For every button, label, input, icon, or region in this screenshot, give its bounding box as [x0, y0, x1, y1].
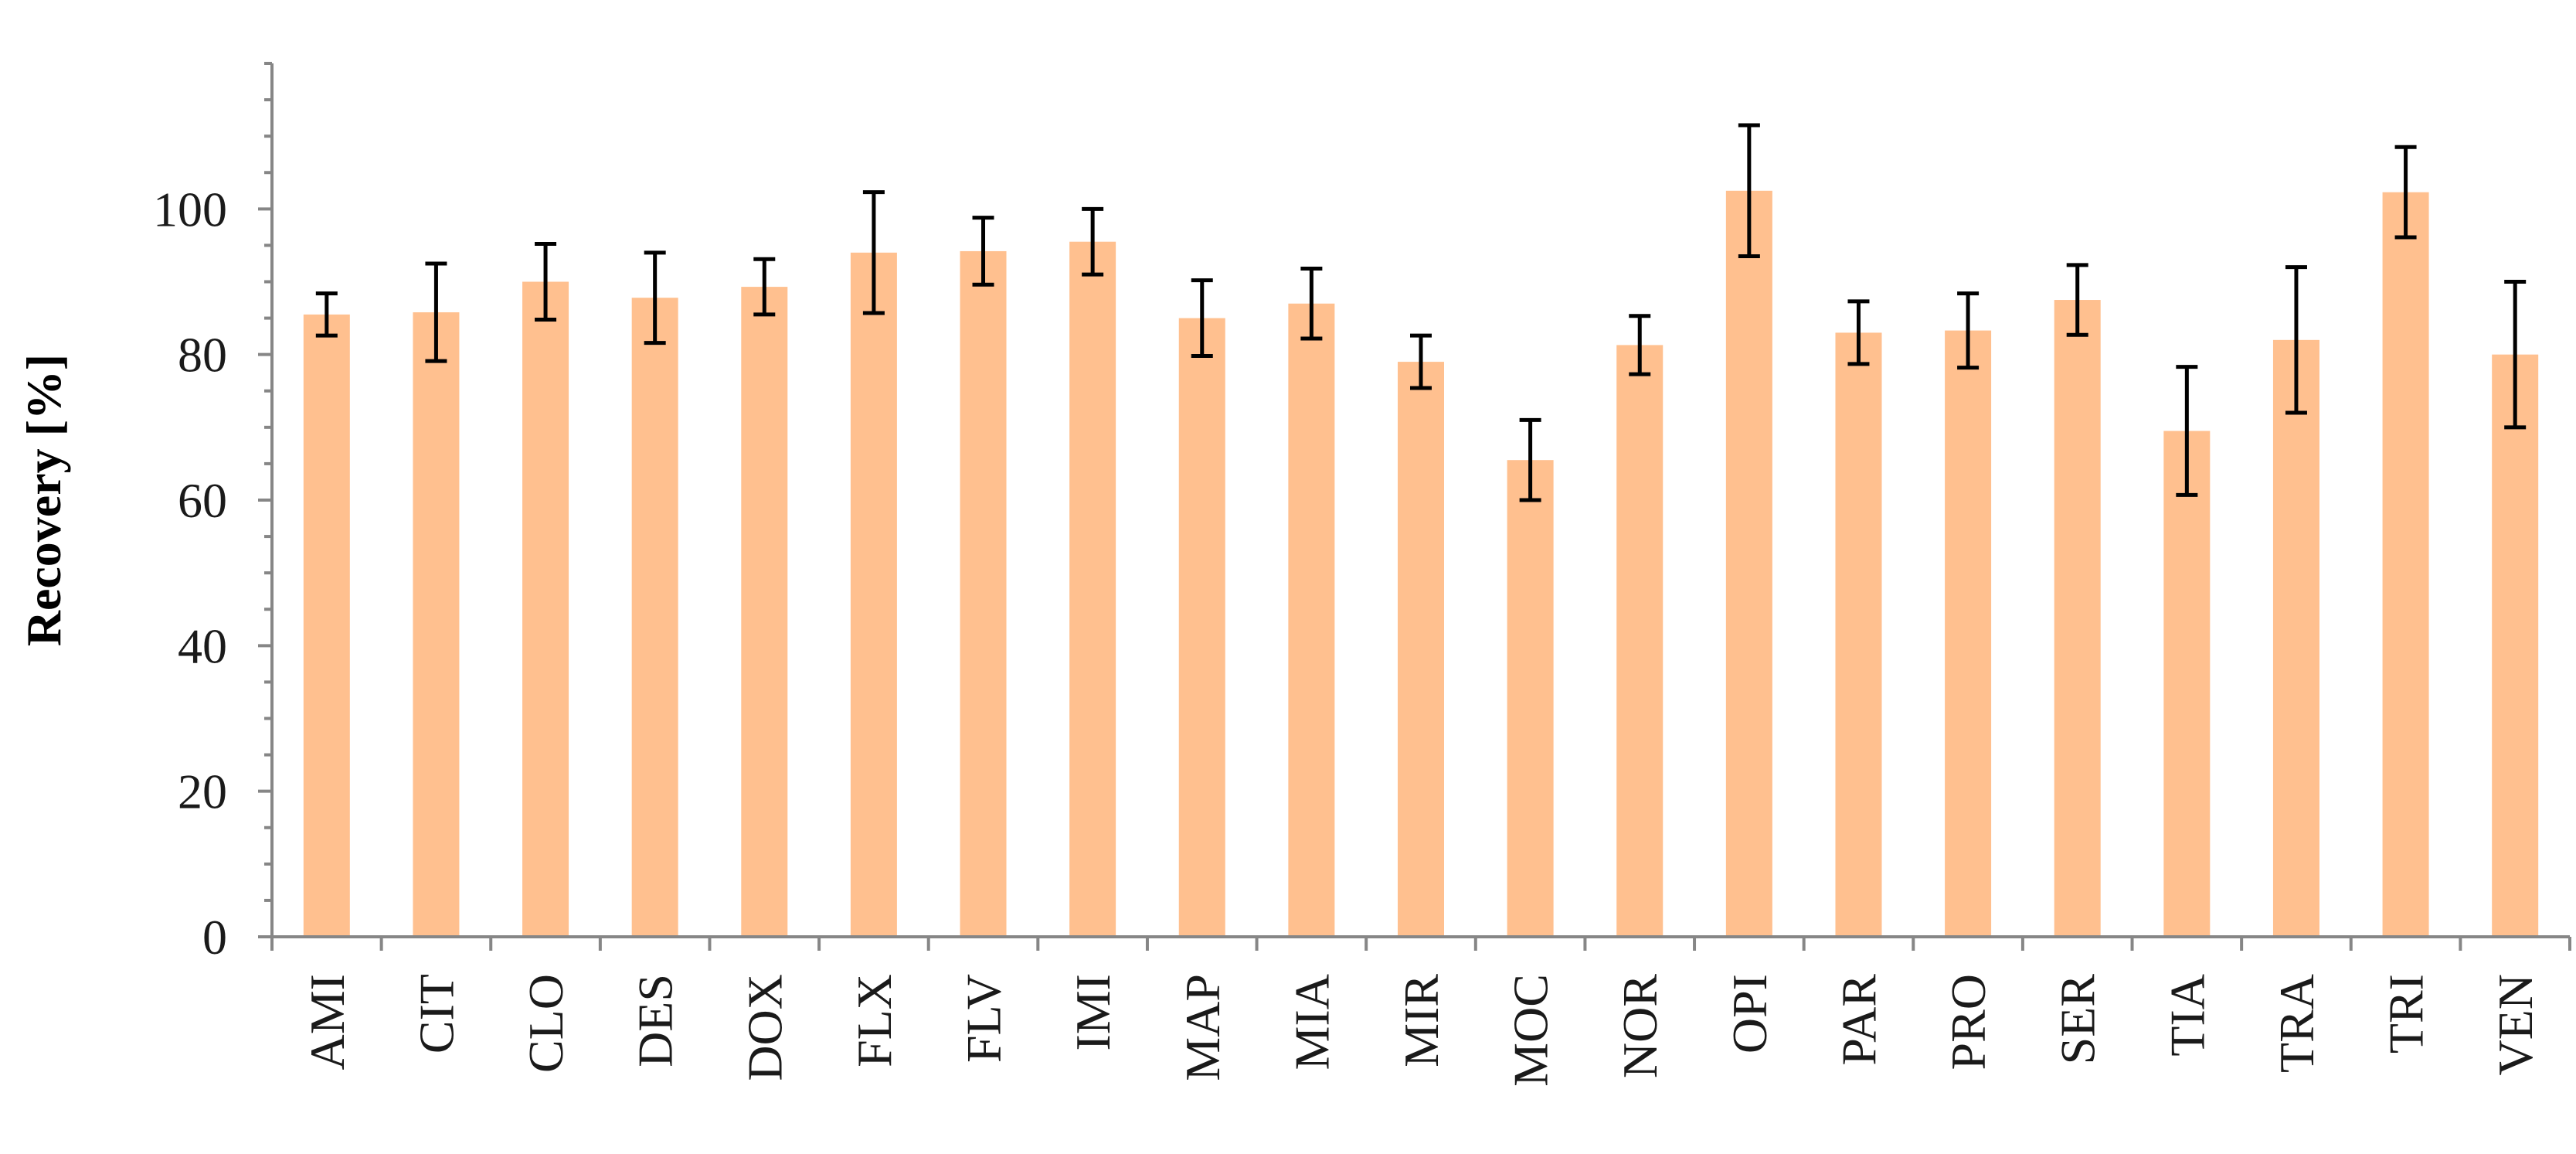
bar-clo: [522, 281, 569, 937]
x-tick-label-dox: DOX: [737, 974, 792, 1081]
error-bars-group: [315, 123, 2527, 502]
x-tick-label-opi: OPI: [1722, 974, 1777, 1054]
x-tick-label-mir: MIR: [1394, 974, 1449, 1067]
bar-dox: [741, 287, 788, 937]
x-tick-label-des: DES: [628, 974, 683, 1067]
bar-tri: [2382, 192, 2429, 938]
x-tick-label-flv: FLV: [957, 974, 1011, 1063]
y-tick-label: 60: [178, 473, 227, 528]
x-tick-label-tri: TRI: [2379, 974, 2434, 1054]
y-tick-label: 100: [153, 182, 227, 237]
bar-ven: [2492, 354, 2539, 938]
x-tick-label-map: MAP: [1175, 974, 1230, 1081]
bar-ser: [2054, 300, 2101, 938]
bar-mir: [1398, 362, 1444, 937]
x-tick-label-moc: MOC: [1504, 974, 1558, 1087]
bars-group: [303, 190, 2539, 938]
y-axis: 0 20 40 60 80 100: [153, 62, 274, 965]
bar-tra: [2272, 339, 2319, 937]
bar-flv: [960, 250, 1007, 937]
x-tick-label-par: PAR: [1831, 974, 1886, 1066]
y-tick-label: 80: [178, 328, 227, 383]
bar-opi: [1725, 190, 1772, 937]
bar-mia: [1288, 303, 1335, 937]
x-tick-label-ami: AMI: [300, 974, 355, 1070]
bar-pro: [1945, 330, 1992, 937]
x-axis: AMI CIT CLO DES DOX FLX FLV IMI MAP MIA MIR MOC NOR O…: [270, 935, 2571, 1087]
y-tick-label: 40: [178, 618, 227, 673]
bar-moc: [1507, 460, 1554, 937]
bar-nor: [1616, 345, 1664, 937]
x-tick-label-flx: FLX: [847, 974, 902, 1067]
bar-tia: [2163, 431, 2211, 937]
x-tick-label-pro: PRO: [1941, 974, 1996, 1071]
x-tick-label-ser: SER: [2051, 974, 2105, 1065]
bar-des: [631, 298, 678, 937]
x-tick-label-cit: CIT: [409, 974, 464, 1054]
y-axis-title: Recovery [%]: [16, 354, 71, 646]
x-tick-label-ven: VEN: [2488, 974, 2543, 1076]
bar-imi: [1069, 241, 1116, 937]
bar-cit: [413, 312, 460, 937]
bar-ami: [303, 314, 350, 937]
bar-par: [1835, 332, 1882, 938]
x-tick-label-tia: TIA: [2160, 974, 2214, 1057]
bar-map: [1178, 318, 1225, 937]
x-tick-label-imi: IMI: [1065, 974, 1120, 1051]
y-tick-label: 0: [202, 910, 227, 965]
y-tick-label: 20: [178, 764, 227, 819]
x-tick-label-mia: MIA: [1284, 974, 1339, 1070]
bar-flx: [850, 252, 897, 937]
x-tick-label-tra: TRA: [2269, 974, 2324, 1073]
x-tick-label-clo: CLO: [518, 974, 573, 1073]
x-tick-label-nor: NOR: [1613, 974, 1667, 1078]
